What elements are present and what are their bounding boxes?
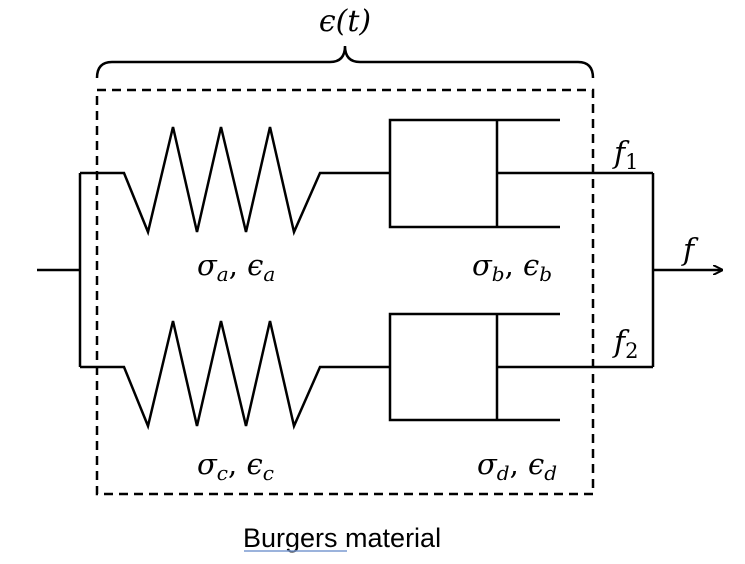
spring-c [80, 320, 390, 431]
strain-brace [95, 45, 595, 79]
bottom-branch [80, 312, 653, 431]
spring-a [80, 126, 390, 237]
material-box [95, 88, 595, 496]
top-branch [80, 118, 653, 237]
dashpot-d [388, 312, 653, 422]
label-force-f2: f2 [612, 325, 638, 363]
dashpot-b [388, 118, 653, 229]
label-dashpot-b: σb, ϵb [472, 248, 552, 286]
label-force-f1: f1 [612, 136, 638, 174]
strain-label: ϵ(t) [319, 4, 371, 39]
label-force-f: f [681, 233, 699, 268]
label-dashpot-d: σd, ϵd [477, 447, 557, 485]
label-spring-c: σc, ϵc [197, 447, 274, 485]
label-spring-a: σa, ϵa [197, 248, 275, 286]
caption: Burgers material [243, 523, 441, 553]
